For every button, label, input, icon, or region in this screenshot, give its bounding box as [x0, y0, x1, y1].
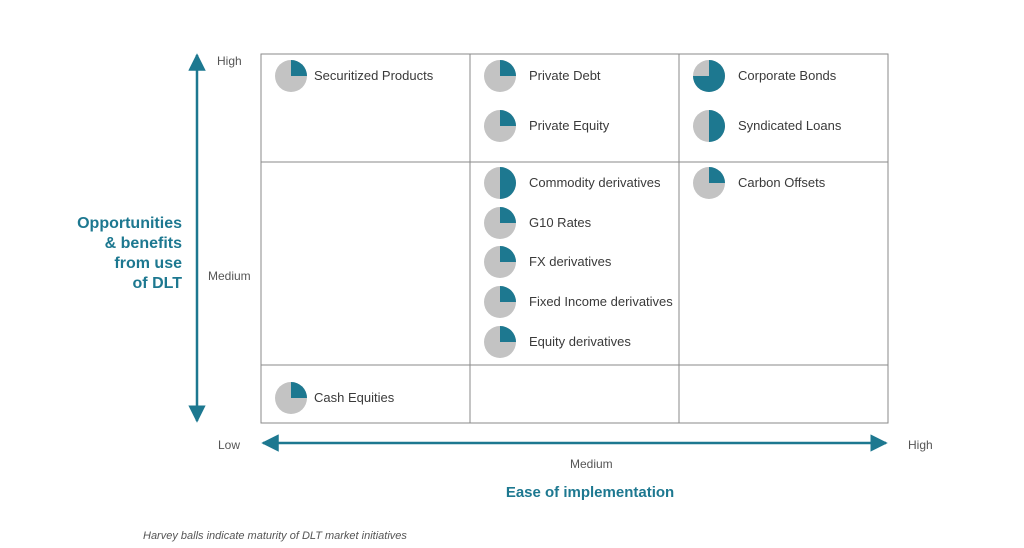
y-axis-title-line: from use	[114, 255, 182, 272]
y-axis-title-line: Opportunities	[77, 215, 182, 232]
harvey-ball-icon	[484, 60, 516, 92]
item-label: Commodity derivatives	[529, 175, 661, 190]
harvey-ball-icon	[275, 382, 307, 414]
item-label: FX derivatives	[529, 254, 612, 270]
y-tick-medium: Medium	[208, 269, 251, 283]
y-axis-title-line: of DLT	[132, 275, 182, 292]
item-label: Fixed Income derivatives	[529, 294, 673, 310]
x-tick-medium: Medium	[570, 457, 613, 471]
item-label: Syndicated Loans	[738, 117, 842, 133]
matrix-grid-border	[260, 53, 889, 424]
harvey-ball-icon	[693, 109, 725, 142]
item-label: Securitized Products	[314, 68, 434, 83]
x-tick-low: Low	[218, 438, 241, 452]
item-label: Private Debt	[529, 68, 601, 83]
y-axis-title-line: & benefits	[104, 235, 182, 252]
item-label: G10 Rates	[529, 214, 592, 230]
item-label: Carbon Offsets	[738, 175, 826, 190]
y-axis-title: Opportunities & benefits from use of DLT	[40, 214, 182, 294]
harvey-ball-icon	[484, 286, 516, 319]
footnote: Harvey balls indicate maturity of DLT ma…	[143, 530, 407, 542]
harvey-ball-icon	[693, 167, 725, 199]
harvey-ball-icon	[693, 60, 725, 92]
y-tick-high: High	[217, 54, 242, 68]
item-label: Cash Equities	[314, 390, 395, 405]
x-tick-high: High	[908, 438, 933, 452]
x-axis-title: Ease of implementation	[505, 484, 675, 501]
item-label: Corporate Bonds	[738, 68, 837, 83]
item-label: Equity derivatives	[529, 333, 631, 349]
item-label: Private Equity	[529, 117, 610, 133]
harvey-ball-icon	[484, 246, 516, 279]
harvey-ball-icon	[484, 109, 516, 142]
harvey-ball-icon	[484, 167, 516, 199]
harvey-ball-icon	[484, 206, 516, 239]
harvey-ball-icon	[484, 325, 516, 358]
harvey-ball-icon	[275, 60, 307, 92]
